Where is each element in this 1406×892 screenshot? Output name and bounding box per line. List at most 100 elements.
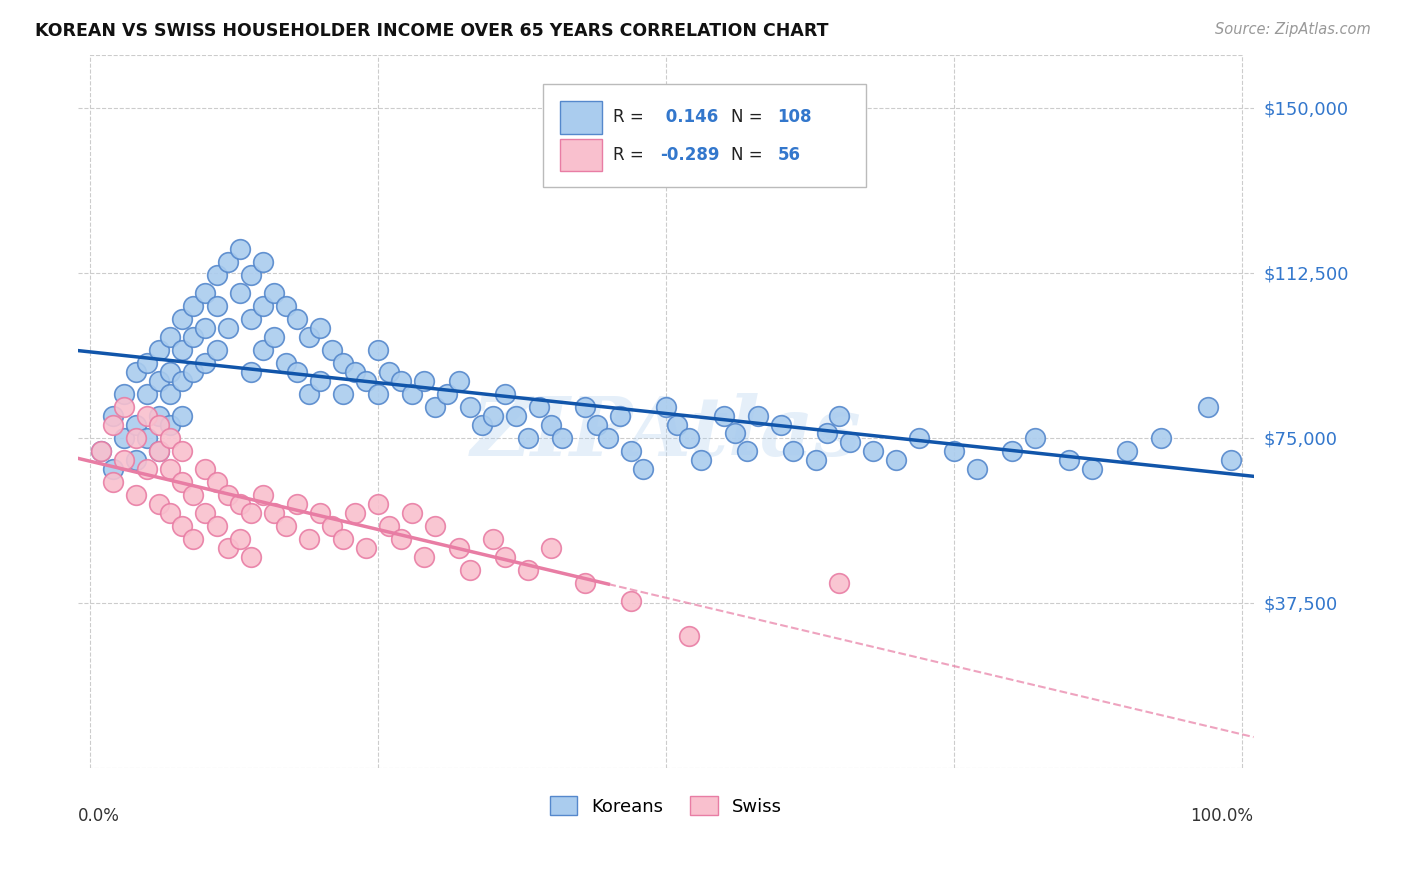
Text: N =: N = [731, 146, 768, 164]
Point [735, 444, 758, 458]
Point [136, 431, 159, 445]
FancyBboxPatch shape [560, 138, 602, 171]
Point [356, 374, 378, 388]
Point [401, 506, 423, 520]
Point [159, 365, 181, 379]
Point [183, 532, 205, 546]
Point [205, 268, 228, 282]
Point [471, 417, 494, 432]
Point [389, 374, 412, 388]
Point [1150, 431, 1173, 445]
Point [343, 506, 366, 520]
Point [136, 356, 159, 370]
Point [516, 563, 538, 577]
Point [263, 329, 285, 343]
Point [285, 365, 308, 379]
Point [101, 475, 124, 489]
Point [839, 435, 862, 450]
Point [828, 576, 851, 591]
Point [101, 417, 124, 432]
Point [804, 452, 827, 467]
Point [217, 255, 239, 269]
Point [136, 387, 159, 401]
Point [401, 387, 423, 401]
Point [125, 417, 148, 432]
Text: 56: 56 [778, 146, 800, 164]
Text: KOREAN VS SWISS HOUSEHOLDER INCOME OVER 65 YEARS CORRELATION CHART: KOREAN VS SWISS HOUSEHOLDER INCOME OVER … [35, 22, 828, 40]
Point [321, 343, 343, 357]
Point [574, 576, 596, 591]
Point [943, 444, 966, 458]
Text: N =: N = [731, 108, 768, 126]
Point [240, 549, 263, 564]
Point [148, 444, 170, 458]
FancyBboxPatch shape [560, 101, 602, 134]
Point [194, 356, 217, 370]
Point [125, 452, 148, 467]
Point [631, 461, 654, 475]
Point [148, 497, 170, 511]
Point [494, 387, 516, 401]
Point [724, 426, 747, 441]
Point [1197, 400, 1219, 414]
Text: 0.146: 0.146 [659, 108, 718, 126]
Point [228, 242, 250, 256]
Point [886, 452, 908, 467]
Point [713, 409, 735, 423]
Text: Source: ZipAtlas.com: Source: ZipAtlas.com [1215, 22, 1371, 37]
Point [183, 365, 205, 379]
Point [205, 475, 228, 489]
Point [263, 506, 285, 520]
Point [332, 532, 354, 546]
Text: 100.0%: 100.0% [1191, 807, 1254, 825]
Point [343, 365, 366, 379]
Point [505, 409, 527, 423]
Point [540, 417, 562, 432]
Point [136, 409, 159, 423]
Point [298, 532, 321, 546]
Point [112, 452, 135, 467]
Point [240, 506, 263, 520]
Text: R =: R = [613, 146, 650, 164]
Point [655, 400, 678, 414]
Point [367, 387, 389, 401]
Point [747, 409, 769, 423]
Text: R =: R = [613, 108, 650, 126]
Point [678, 431, 700, 445]
Point [666, 417, 689, 432]
Point [136, 461, 159, 475]
Point [125, 365, 148, 379]
Point [321, 518, 343, 533]
Point [159, 329, 181, 343]
Point [159, 417, 181, 432]
Point [274, 299, 297, 313]
Point [205, 343, 228, 357]
Point [240, 268, 263, 282]
Point [101, 409, 124, 423]
Point [367, 343, 389, 357]
Point [309, 321, 332, 335]
Point [148, 343, 170, 357]
Point [908, 431, 931, 445]
Point [482, 409, 505, 423]
Point [1024, 431, 1046, 445]
Point [183, 299, 205, 313]
Text: -0.289: -0.289 [659, 146, 720, 164]
Point [309, 506, 332, 520]
Point [217, 541, 239, 555]
Point [309, 374, 332, 388]
Point [112, 431, 135, 445]
Text: 108: 108 [778, 108, 813, 126]
Point [148, 374, 170, 388]
Point [1115, 444, 1137, 458]
Point [263, 285, 285, 300]
Text: 0.0%: 0.0% [79, 807, 120, 825]
Point [205, 518, 228, 533]
Point [447, 374, 470, 388]
Point [148, 409, 170, 423]
Point [159, 506, 181, 520]
Point [378, 518, 401, 533]
Point [436, 387, 458, 401]
Point [101, 461, 124, 475]
Point [425, 518, 447, 533]
